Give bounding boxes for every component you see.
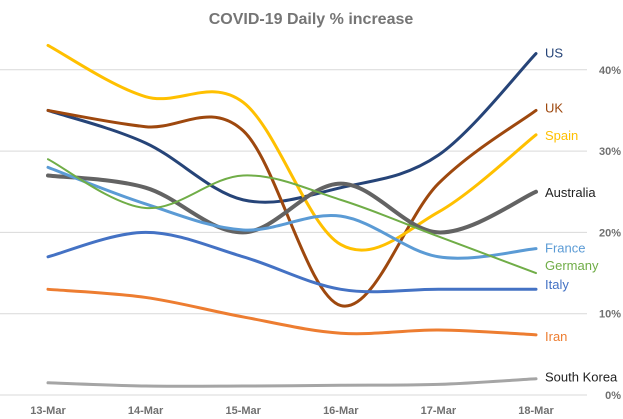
series-label: France: [545, 241, 585, 256]
series-line-germany: [47, 158, 537, 275]
series-line-south-korea: [46, 377, 538, 388]
x-tick-label: 16-Mar: [323, 405, 359, 417]
series-label: Germany: [545, 258, 599, 273]
y-tick-label: 0%: [605, 390, 621, 402]
y-tick-label: 20%: [599, 227, 621, 239]
series-line-us: [46, 52, 538, 204]
series-label: Australia: [545, 185, 596, 200]
x-tick-label: 15-Mar: [225, 405, 261, 417]
series-line-spain: [46, 43, 538, 252]
series-label: US: [545, 46, 563, 61]
x-axis: 13-Mar 14-Mar 15-Mar 16-Mar 17-Mar 18-Mar: [30, 405, 554, 417]
series-label: UK: [545, 100, 563, 115]
series-line-iran: [46, 287, 538, 337]
x-tick-label: 17-Mar: [421, 405, 457, 417]
series-label: South Korea: [545, 370, 618, 385]
series-label: Iran: [545, 329, 567, 344]
series-label: Spain: [545, 128, 578, 143]
series-line-france: [46, 165, 538, 260]
y-tick-label: 30%: [599, 146, 621, 158]
y-tick-label: 10%: [599, 309, 621, 321]
x-tick-label: 18-Mar: [518, 405, 554, 417]
series-labels: US UK Spain Australia France Germany Italy Iran…: [545, 46, 618, 385]
series-line-australia: [46, 173, 538, 235]
y-axis: 0% 10% 20% 30% 40%: [599, 65, 621, 402]
series-line-italy: [46, 230, 538, 294]
series-line-uk: [46, 108, 538, 308]
chart-title: COVID-19 Daily % increase: [209, 11, 414, 28]
x-tick-label: 13-Mar: [30, 405, 66, 417]
y-tick-label: 40%: [599, 65, 621, 77]
series-label: Italy: [545, 277, 569, 292]
x-tick-label: 14-Mar: [128, 405, 164, 417]
series-lines: [46, 43, 538, 388]
